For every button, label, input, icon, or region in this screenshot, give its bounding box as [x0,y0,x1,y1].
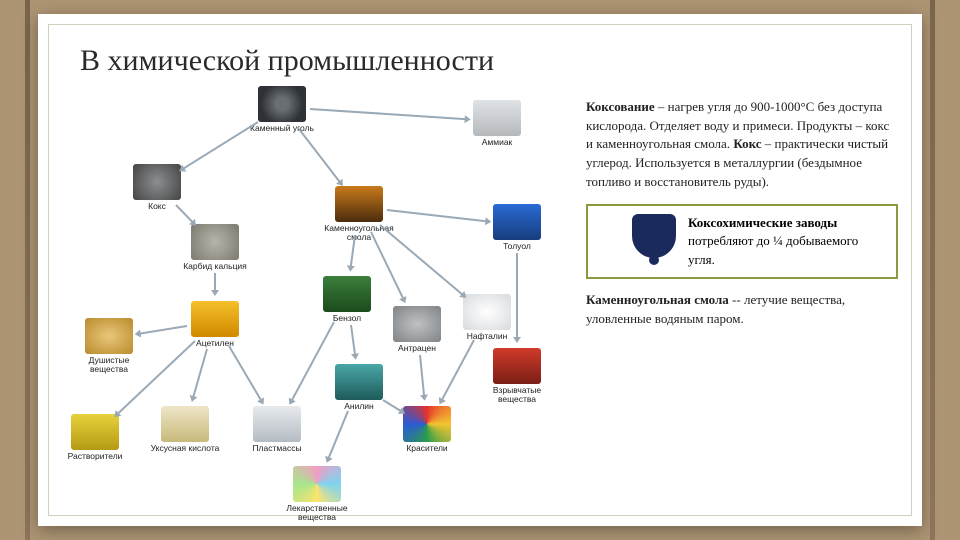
node-tar: Каменноугольная смола [324,186,394,243]
edge-anil-pharma [327,411,350,462]
node-thumb-ammonia [473,100,521,136]
callout-body: потребляют до ¼ добываемого угля. [688,233,858,266]
node-toluene: Толуол [482,204,552,251]
node-thumb-anth [393,306,441,342]
node-pharma: Лекарственные вещества [282,466,352,523]
page-title: В химической промышленности [80,44,892,78]
edge-anth-dyes [419,355,425,399]
node-thumb-acet [191,301,239,337]
node-anth: Антрацен [382,306,452,353]
edge-carbide-acet [214,273,216,294]
text-column: Коксование – нагрев угля до 900-1000°С б… [586,98,898,340]
callout-box: Коксохимические заводы потребляют до ¼ д… [586,204,898,279]
edge-benz-anil [350,325,356,358]
node-label-dyes: Красители [392,444,462,453]
node-thumb-explo [493,348,541,384]
node-label-anil: Анилин [324,402,394,411]
edge-tar-toluene [387,209,490,223]
node-label-anth: Антрацен [382,344,452,353]
node-benz: Бензол [312,276,382,323]
node-label-acid: Уксусная кислота [150,444,220,453]
node-thumb-toluene [493,204,541,240]
edge-acet-plast [228,346,263,404]
node-label-ammonia: Аммиак [462,138,532,147]
node-acet: Ацетилен [180,301,250,348]
slide: В химической промышленности Каменный уго… [38,14,922,526]
node-label-solv: Растворители [60,452,130,461]
term-coke: Кокс [733,136,761,151]
node-label-explo: Взрывчатые вещества [482,386,552,405]
edge-acet-acid [192,349,209,401]
edge-coal-tar [298,129,342,186]
edge-coal-coke [180,121,259,171]
exclamation-icon [632,214,676,258]
node-thumb-perf [85,318,133,354]
node-thumb-benz [323,276,371,312]
term-tar: Каменноугольная смола [586,292,729,307]
paragraph-tar: Каменноугольная смола -- летучие веществ… [586,291,898,328]
node-acid: Уксусная кислота [150,406,220,453]
node-label-coal: Каменный уголь [247,124,317,133]
node-explo: Взрывчатые вещества [482,348,552,405]
node-solv: Растворители [60,414,130,461]
callout-lead: Коксохимические заводы [688,215,837,230]
node-perf: Душистые вещества [74,318,144,375]
node-thumb-pharma [293,466,341,502]
node-anil: Анилин [324,364,394,411]
node-plast: Пластмассы [242,406,312,453]
node-label-pharma: Лекарственные вещества [282,504,352,523]
edge-tar-naph [380,224,466,297]
node-label-naph: Нафталин [452,332,522,341]
node-carbide: Карбид кальция [180,224,250,271]
node-label-plast: Пластмассы [242,444,312,453]
coal-products-diagram: Каменный угольКоксКарбид кальцияКаменноу… [62,86,572,506]
node-thumb-acid [161,406,209,442]
node-thumb-plast [253,406,301,442]
term-coking: Коксование [586,99,655,114]
node-naph: Нафталин [452,294,522,341]
edge-coal-ammonia [310,108,469,120]
node-coal: Каменный уголь [247,86,317,133]
node-label-perf: Душистые вещества [74,356,144,375]
paragraph-coking: Коксование – нагрев угля до 900-1000°С б… [586,98,898,192]
node-label-benz: Бензол [312,314,382,323]
node-thumb-anil [335,364,383,400]
node-ammonia: Аммиак [462,100,532,147]
node-thumb-coal [258,86,306,122]
node-label-toluene: Толуол [482,242,552,251]
edge-toluene-explo [516,253,518,341]
node-label-carbide: Карбид кальция [180,262,250,271]
